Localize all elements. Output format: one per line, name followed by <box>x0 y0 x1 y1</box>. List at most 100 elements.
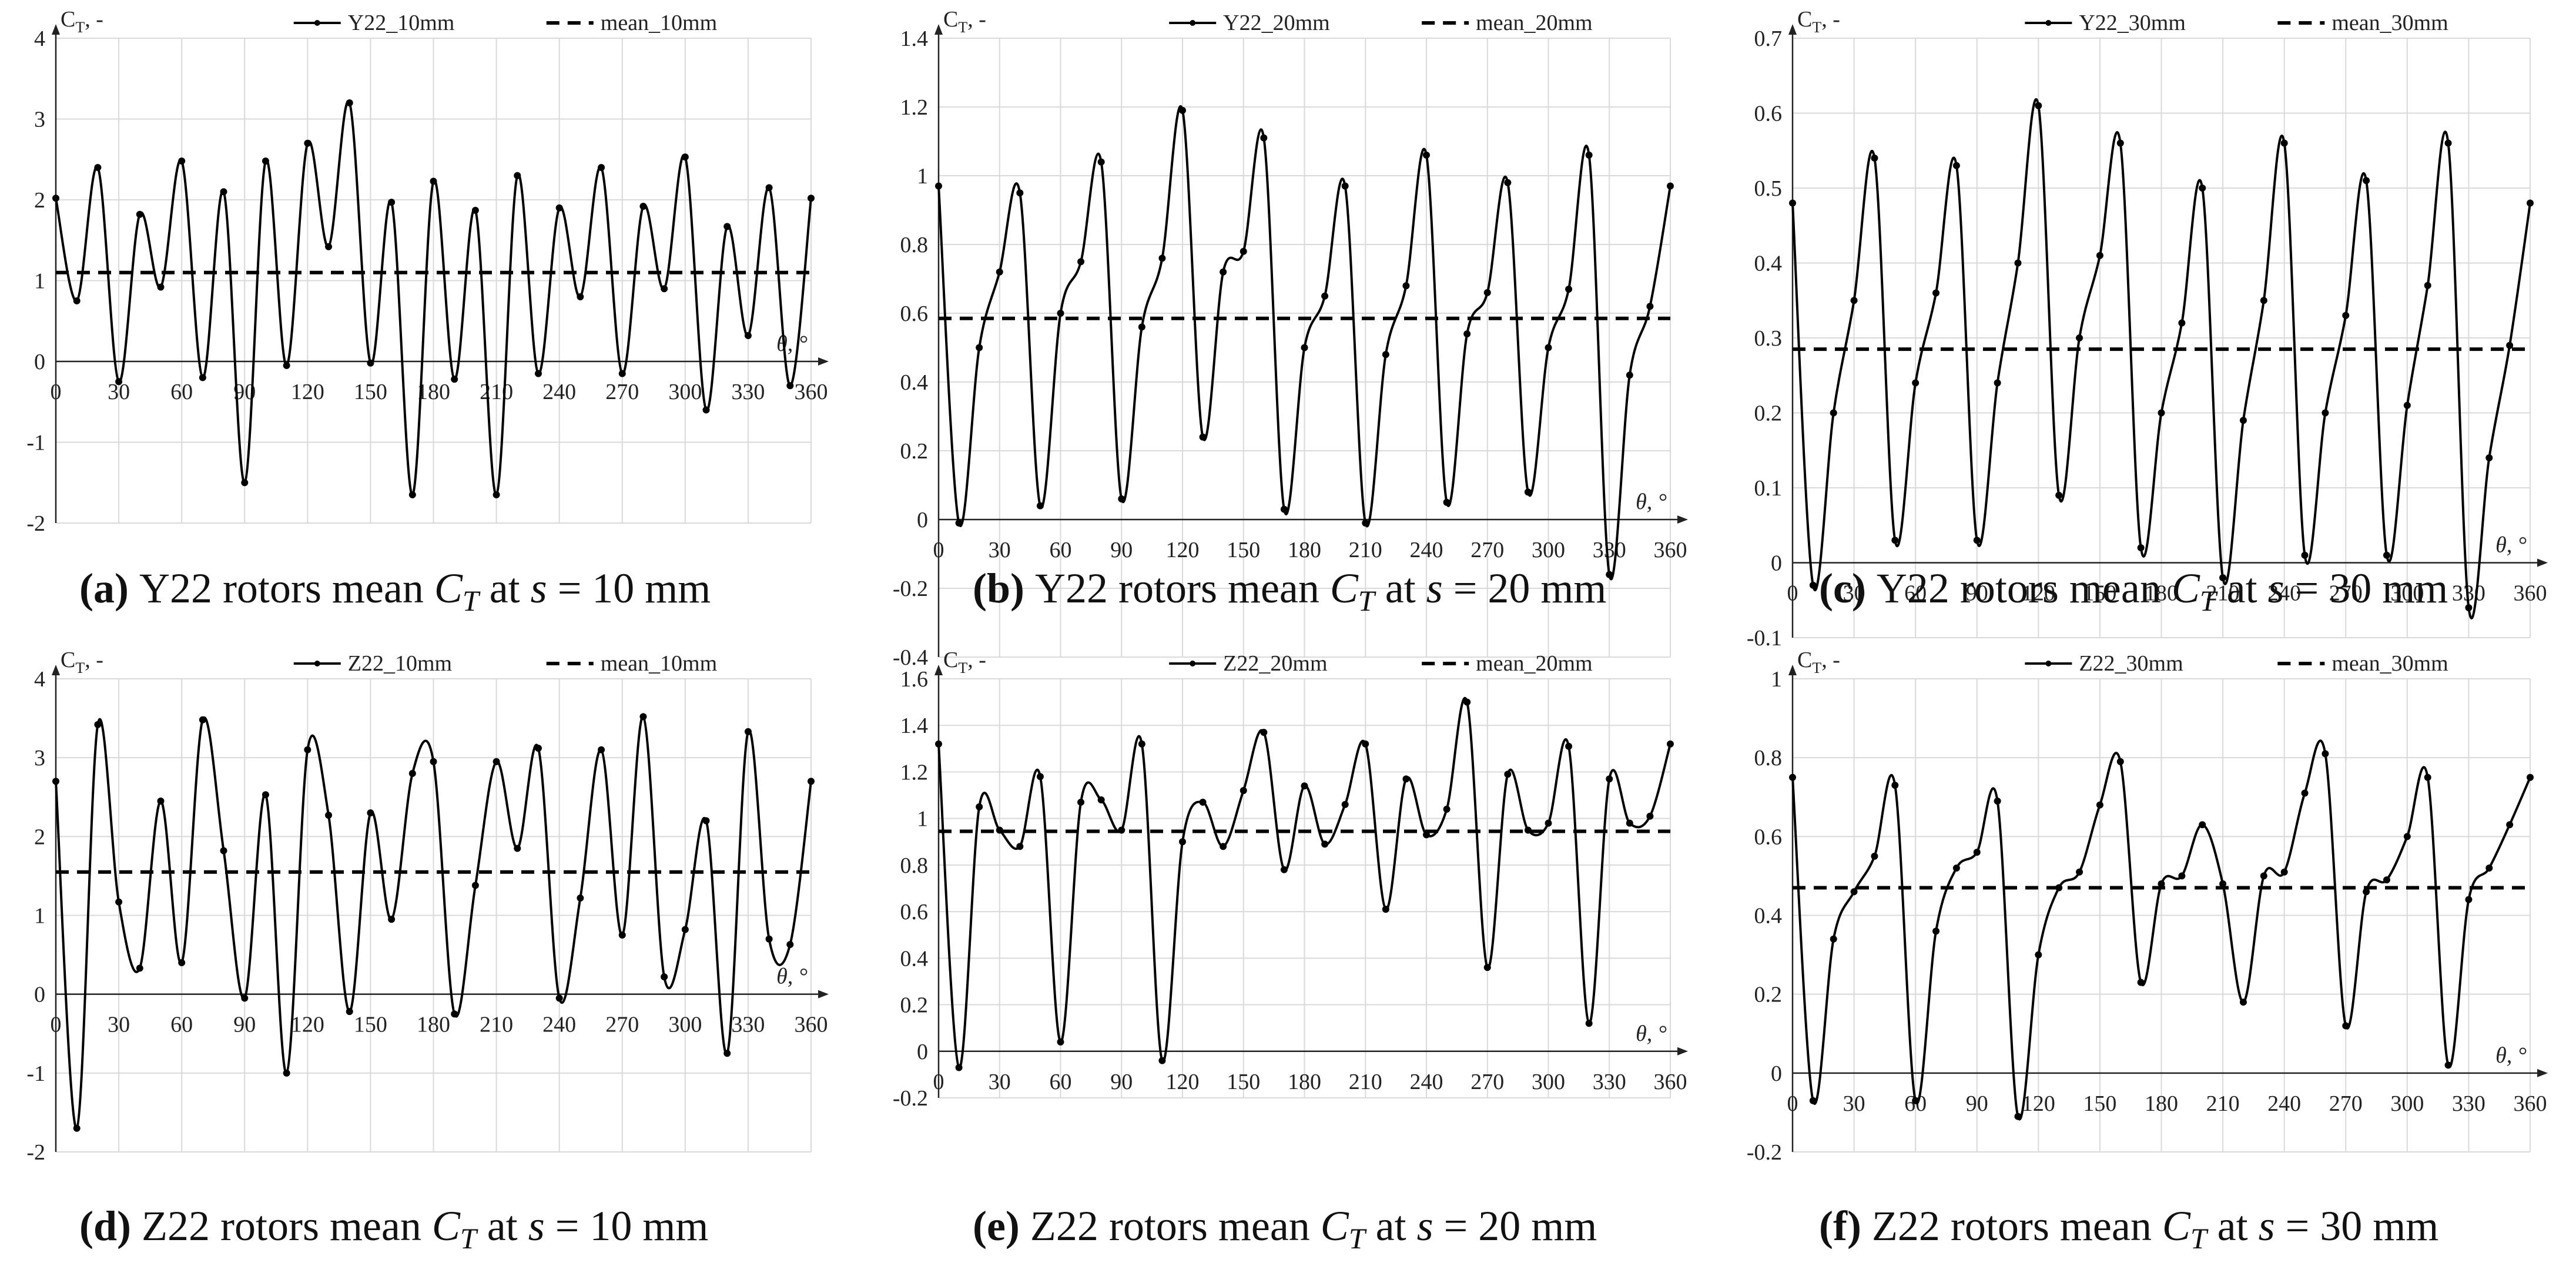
data-point <box>765 184 773 192</box>
data-point <box>1809 581 1817 589</box>
data-point <box>94 164 102 171</box>
y-tick-label: 0.4 <box>900 370 929 395</box>
y-tick-label: 0.2 <box>900 993 929 1018</box>
x-tick-label: 180 <box>1288 1070 1321 1094</box>
data-point <box>996 826 1003 834</box>
data-point <box>2199 821 2206 829</box>
legend-series-label: Y22_20mm <box>1223 11 1330 35</box>
panel-caption: (d) Z22 rotors mean CT at s = 10 mm <box>79 1202 708 1255</box>
series-line <box>937 696 1671 1069</box>
legend-mean-label: mean_10mm <box>601 651 717 676</box>
x-tick-label: 90 <box>1110 538 1133 562</box>
legend-mean-label: mean_20mm <box>1476 11 1592 35</box>
data-point <box>1585 151 1593 159</box>
data-point <box>1545 344 1552 351</box>
data-point <box>2342 1022 2350 1030</box>
data-point <box>1199 433 1207 441</box>
data-point <box>178 959 186 966</box>
data-point <box>1301 344 1308 351</box>
y-tick-label: 2 <box>34 188 45 213</box>
data-point <box>534 745 542 752</box>
x-tick-label: 0 <box>933 1070 944 1094</box>
data-point <box>2199 185 2206 192</box>
x-tick-label: 150 <box>2083 1091 2116 1116</box>
data-point <box>1667 182 1674 190</box>
x-tick-label: 30 <box>989 1070 1011 1094</box>
data-point <box>2158 409 2165 417</box>
data-point <box>702 406 710 414</box>
y-tick-label: 0.7 <box>1754 26 1783 51</box>
data-point <box>976 803 983 810</box>
legend-series-label: Z22_20mm <box>1223 651 1327 676</box>
chart-panel-f: -0.200.20.40.60.810306090120150180210240… <box>1747 648 2548 1255</box>
data-point <box>1260 134 1268 142</box>
x-tick-label: 360 <box>795 1013 828 1037</box>
data-point <box>283 1069 290 1077</box>
data-point <box>1240 247 1247 255</box>
x-axis-arrow <box>1677 515 1688 524</box>
data-point <box>2383 551 2390 559</box>
y-axis-label: CT, - <box>943 7 986 36</box>
data-point <box>1321 292 1329 300</box>
data-point <box>52 778 59 785</box>
x-tick-label: 360 <box>1654 1070 1687 1094</box>
data-point <box>1016 189 1024 197</box>
data-point <box>241 479 249 487</box>
x-tick-label: 300 <box>668 1013 702 1037</box>
data-point <box>1565 286 1573 293</box>
data-point <box>367 359 374 367</box>
y-tick-label: 0.4 <box>900 946 929 971</box>
legend-mean-label: mean_30mm <box>2332 11 2448 35</box>
data-point <box>2219 880 2227 887</box>
x-tick-label: 210 <box>1349 538 1382 562</box>
x-tick-label: 120 <box>2022 581 2055 606</box>
x-tick-label: 300 <box>2390 581 2424 606</box>
x-tick-label: 180 <box>2145 1091 2178 1116</box>
data-point <box>1057 310 1064 317</box>
data-point <box>2035 102 2042 109</box>
data-point <box>1036 773 1044 780</box>
data-point <box>1402 282 1410 290</box>
y-axis-label: CT, - <box>943 648 986 676</box>
x-tick-label: 240 <box>1410 1070 1443 1094</box>
data-point <box>1402 775 1410 783</box>
data-point <box>1789 199 1796 207</box>
data-point <box>2465 604 2473 611</box>
data-point <box>262 791 269 799</box>
x-axis-label: θ, ° <box>2495 533 2527 558</box>
x-tick-label: 360 <box>2514 1091 2547 1116</box>
y-tick-label: 0.6 <box>900 900 929 924</box>
data-point <box>1179 838 1186 846</box>
data-point <box>1463 330 1471 338</box>
y-tick-label: 0.6 <box>1754 102 1783 126</box>
data-point <box>1626 371 1633 379</box>
x-tick-label: 330 <box>731 380 765 404</box>
data-point <box>1118 826 1125 834</box>
data-point <box>1382 906 1389 913</box>
y-tick-label: -1 <box>26 431 45 455</box>
data-point <box>1952 162 1960 169</box>
data-point <box>1036 502 1044 510</box>
x-tick-label: 90 <box>1966 581 1988 606</box>
data-point <box>2363 177 2370 185</box>
x-axis-label: θ, ° <box>776 331 808 356</box>
data-point <box>1850 297 1858 304</box>
panel-caption: (a) Y22 rotors mean CT at s = 10 mm <box>79 565 711 617</box>
x-axis-arrow <box>1677 1047 1688 1056</box>
x-tick-label: 30 <box>1843 1091 1865 1116</box>
legend-series-marker <box>2045 20 2052 26</box>
x-tick-label: 270 <box>1470 1070 1504 1094</box>
y-tick-label: 0 <box>34 983 45 1007</box>
data-point <box>1504 770 1512 778</box>
x-tick-label: 270 <box>1470 538 1504 562</box>
data-point <box>1138 740 1145 748</box>
x-tick-label: 60 <box>170 380 193 404</box>
legend-mean-label: mean_30mm <box>2332 651 2448 676</box>
x-tick-label: 270 <box>2329 581 2363 606</box>
data-point <box>1158 254 1166 262</box>
x-tick-label: 210 <box>480 380 513 404</box>
data-point <box>1138 323 1145 331</box>
data-point <box>1382 351 1389 359</box>
data-point <box>1483 964 1491 971</box>
